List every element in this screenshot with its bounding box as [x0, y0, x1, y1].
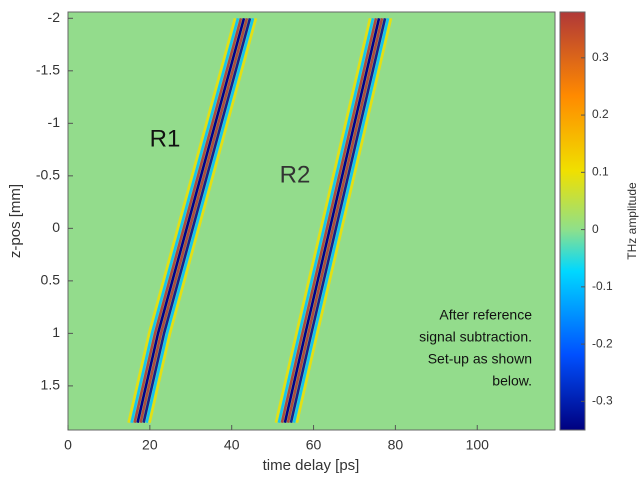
- colorbar-tick-label: 0.3: [592, 50, 609, 64]
- ridge-stripe: [148, 17, 258, 423]
- ridge-stripe: [274, 18, 372, 423]
- ridge-stripe: [289, 18, 387, 423]
- y-tick-label: 1.5: [41, 377, 61, 393]
- ridge-stripe: [295, 18, 393, 423]
- ridge-label: R1: [150, 125, 181, 152]
- x-tick-label: 0: [64, 437, 72, 453]
- x-tick-label: 60: [306, 437, 322, 453]
- ridge-stripe: [142, 17, 252, 423]
- ridge-stripe: [277, 18, 375, 423]
- y-tick-label: -1.5: [36, 62, 60, 78]
- ridge: [136, 17, 246, 423]
- y-axis-label: z-pos [mm]: [7, 184, 24, 258]
- ridge-stripe: [127, 17, 237, 423]
- annotation: below.: [492, 373, 532, 389]
- annotation: signal subtraction.: [419, 329, 532, 345]
- x-tick-label: 20: [142, 437, 158, 453]
- x-tick-label: 80: [388, 437, 404, 453]
- colorbar-tick-label: 0.2: [592, 107, 609, 121]
- y-tick-label: 0: [52, 219, 60, 235]
- annotation: After reference: [439, 307, 532, 323]
- ridge-stripe: [133, 17, 243, 423]
- x-tick-label: 100: [466, 437, 490, 453]
- ridge-stripe: [139, 17, 249, 423]
- y-tick-label: -2: [48, 9, 61, 25]
- x-tick-label: 40: [224, 437, 240, 453]
- colorbar-tick-label: 0: [592, 222, 599, 236]
- ridge-stripe: [145, 17, 255, 423]
- ridge-stripe: [280, 18, 378, 423]
- colorbar-tick-label: -0.2: [592, 336, 613, 350]
- y-tick-label: -1: [48, 114, 61, 130]
- ridge-stripe: [130, 17, 240, 423]
- y-tick-label: 0.5: [41, 272, 61, 288]
- colorbar: [559, 11, 586, 431]
- colorbar-label: THz amplitude: [625, 182, 639, 260]
- ridge-label: R2: [280, 161, 311, 188]
- x-axis-label: time delay [ps]: [263, 457, 360, 474]
- ridge: [283, 18, 381, 423]
- ridge-stripe: [292, 18, 390, 423]
- colorbar-tick-label: -0.3: [592, 394, 613, 408]
- ridge-stripe: [286, 18, 384, 423]
- colorbar-tick-label: 0.1: [592, 165, 609, 179]
- y-tick-label: 1: [52, 324, 60, 340]
- annotation: Set-up as shown: [428, 351, 532, 367]
- y-tick-label: -0.5: [36, 167, 60, 183]
- colorbar-tick-label: -0.1: [592, 279, 613, 293]
